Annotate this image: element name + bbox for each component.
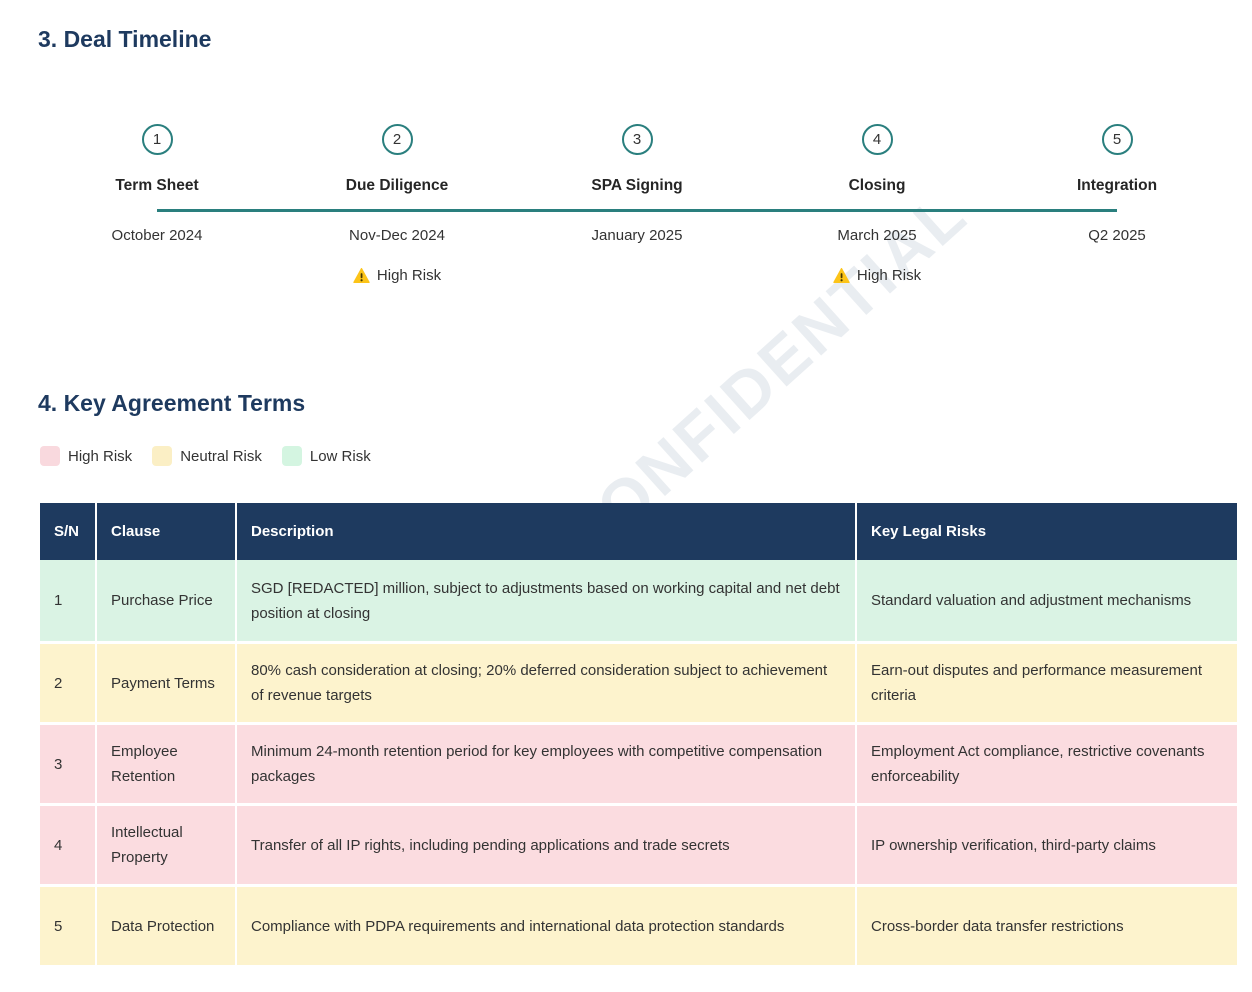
legend-item-low-risk: Low Risk (281, 446, 371, 466)
stage-label: Closing (848, 177, 906, 194)
cell-sn: 2 (40, 641, 97, 722)
column-header-key-legal-risks: Key Legal Risks (857, 503, 1237, 560)
column-header-description: Description (237, 503, 857, 560)
timeline-connector-line (157, 209, 1117, 212)
stage-risk: High Risk (833, 267, 921, 284)
stage-date: Q2 2025 (1088, 227, 1146, 244)
key-agreement-terms-heading: 4. Key Agreement Terms (38, 390, 306, 416)
cell-clause: Purchase Price (97, 560, 237, 641)
high-risk-swatch (40, 446, 60, 466)
table-row: 1 Purchase Price SGD [REDACTED] million,… (40, 560, 1237, 641)
timeline-stage-closing: 4 Closing March 2025 High Risk (757, 124, 997, 284)
table-row: 3 Employee Retention Minimum 24-month re… (40, 722, 1237, 803)
column-header-sn: S/N (40, 503, 97, 560)
key-agreement-terms-table: S/N Clause Description Key Legal Risks 1… (40, 503, 1237, 965)
stage-number-badge: 2 (381, 124, 413, 155)
stage-date: Nov-Dec 2024 (349, 227, 445, 244)
legend-label: Low Risk (309, 447, 371, 465)
timeline-stage-due-diligence: 2 Due Diligence Nov-Dec 2024 High Risk (277, 124, 517, 284)
stage-number-badge: 4 (861, 124, 893, 155)
cell-key-legal-risks: IP ownership verification, third-party c… (857, 803, 1237, 884)
timeline-stage-integration: 5 Integration Q2 2025 (997, 124, 1237, 284)
cell-description: Transfer of all IP rights, including pen… (237, 803, 857, 884)
stage-risk: High Risk (353, 267, 441, 284)
deal-timeline-heading: 3. Deal Timeline (38, 26, 212, 52)
warning-icon (833, 268, 850, 283)
cell-description: SGD [REDACTED] million, subject to adjus… (237, 560, 857, 641)
legend-item-high-risk: High Risk (40, 446, 132, 466)
stage-date: October 2024 (111, 227, 203, 244)
stage-label: Term Sheet (115, 177, 199, 194)
stage-number-badge: 1 (141, 124, 173, 155)
legend-label: Neutral Risk (180, 447, 262, 465)
stage-date: January 2025 (591, 227, 683, 244)
stage-label: SPA Signing (591, 177, 683, 194)
table-row: 5 Data Protection Compliance with PDPA r… (40, 884, 1237, 965)
stage-label: Integration (1076, 177, 1158, 194)
stage-label: Due Diligence (345, 177, 449, 194)
table-row: 2 Payment Terms 80% cash consideration a… (40, 641, 1237, 722)
cell-sn: 4 (40, 803, 97, 884)
cell-sn: 1 (40, 560, 97, 641)
stage-number-badge: 5 (1101, 124, 1133, 155)
stage-number-badge: 3 (621, 124, 653, 155)
cell-key-legal-risks: Earn-out disputes and performance measur… (857, 641, 1237, 722)
cell-clause: Employee Retention (97, 722, 237, 803)
risk-legend: High Risk Neutral Risk Low Risk (40, 446, 391, 466)
timeline-stage-spa-signing: 3 SPA Signing January 2025 (517, 124, 757, 284)
cell-description: Compliance with PDPA requirements and in… (237, 884, 857, 965)
table-row: 4 Intellectual Property Transfer of all … (40, 803, 1237, 884)
cell-description: Minimum 24-month retention period for ke… (237, 722, 857, 803)
legend-label: High Risk (68, 447, 133, 465)
cell-key-legal-risks: Employment Act compliance, restrictive c… (857, 722, 1237, 803)
table-header-row: S/N Clause Description Key Legal Risks (40, 503, 1237, 560)
column-header-clause: Clause (97, 503, 237, 560)
stage-date: March 2025 (837, 227, 917, 244)
deal-timeline: 1 Term Sheet October 2024 2 Due Diligenc… (37, 124, 1237, 284)
stage-risk-label: High Risk (376, 267, 442, 284)
cell-sn: 5 (40, 884, 97, 965)
cell-key-legal-risks: Standard valuation and adjustment mechan… (857, 560, 1237, 641)
stage-risk-label: High Risk (856, 267, 922, 284)
low-risk-swatch (281, 446, 302, 466)
cell-clause: Payment Terms (97, 641, 237, 722)
neutral-risk-swatch (152, 446, 173, 466)
timeline-stage-term-sheet: 1 Term Sheet October 2024 (37, 124, 277, 284)
cell-sn: 3 (40, 722, 97, 803)
cell-clause: Data Protection (97, 884, 237, 965)
legend-item-neutral-risk: Neutral Risk (152, 446, 262, 466)
cell-key-legal-risks: Cross-border data transfer restrictions (857, 884, 1237, 965)
cell-description: 80% cash consideration at closing; 20% d… (237, 641, 857, 722)
cell-clause: Intellectual Property (97, 803, 237, 884)
warning-icon (353, 268, 370, 283)
